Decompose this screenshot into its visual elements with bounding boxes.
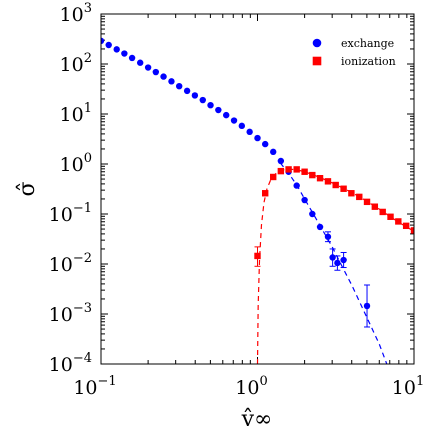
exchange-point xyxy=(238,122,246,130)
y-tick-label: 103 xyxy=(60,1,92,26)
y-tick-label: 10−2 xyxy=(49,251,92,276)
ionization-point xyxy=(332,181,339,189)
exchange-point xyxy=(340,256,347,264)
exchange-point xyxy=(121,50,128,57)
ionization-point xyxy=(371,203,379,210)
y-tick-label: 10−4 xyxy=(49,351,92,376)
exchange-point xyxy=(309,210,316,218)
ionization-fit-line xyxy=(256,168,414,364)
ionization-point xyxy=(410,227,414,234)
ionization-point xyxy=(324,178,332,185)
ionization-point xyxy=(262,190,269,197)
exchange-point xyxy=(183,87,191,95)
ionization-point xyxy=(363,198,371,206)
legend: exchange ionization xyxy=(312,37,396,68)
exchange-point xyxy=(113,46,120,53)
y-axis-label: σ̂ xyxy=(15,181,40,196)
ionization-point xyxy=(402,222,410,230)
exchange-point xyxy=(128,54,136,62)
data-markers xyxy=(101,37,414,328)
exchange-point xyxy=(176,82,183,90)
plot-frame xyxy=(100,13,415,365)
legend-marker-exchange xyxy=(312,38,322,48)
x-tick-label: 10−1 xyxy=(73,374,116,399)
ionization-point xyxy=(285,166,292,173)
ionization-point xyxy=(293,166,300,173)
exchange-point xyxy=(199,96,206,104)
legend-label-exchange: exchange xyxy=(341,37,394,50)
ionization-point xyxy=(395,218,402,225)
exchange-point xyxy=(363,302,371,310)
ionization-point xyxy=(301,168,308,175)
y-tick-label: 100 xyxy=(60,151,92,176)
exchange-point xyxy=(136,59,144,66)
exchange-point xyxy=(277,157,285,165)
ionization-point xyxy=(254,252,261,260)
ionization-point xyxy=(379,208,386,216)
legend-marker-ionization xyxy=(312,56,322,66)
ionization-point xyxy=(348,190,355,197)
exchange-point xyxy=(152,68,160,76)
exchange-point xyxy=(329,254,336,261)
exchange-point xyxy=(160,73,167,80)
exchange-point xyxy=(316,223,324,231)
exchange-point xyxy=(191,92,199,99)
y-tick-label: 102 xyxy=(60,51,92,76)
exchange-fit-line xyxy=(279,162,388,364)
exchange-point xyxy=(293,182,300,189)
exchange-point xyxy=(246,128,253,136)
ionization-point xyxy=(387,213,394,220)
y-tick-label: 101 xyxy=(60,101,92,126)
exchange-point xyxy=(105,41,112,49)
x-tick-label: 100 xyxy=(235,374,267,399)
exchange-point xyxy=(215,106,222,114)
x-axis-label: v̂∞ xyxy=(241,407,273,432)
exchange-point xyxy=(144,64,152,71)
exchange-point xyxy=(223,111,230,119)
exchange-point xyxy=(334,259,341,267)
legend-label-ionization: ionization xyxy=(341,55,396,68)
ionization-point xyxy=(316,174,324,182)
exchange-point xyxy=(270,148,277,156)
y-tick-label: 10−3 xyxy=(49,301,92,326)
ionization-point xyxy=(309,171,316,179)
exchange-point xyxy=(262,140,269,148)
ionization-point xyxy=(340,185,347,192)
exchange-point xyxy=(301,196,308,204)
exchange-point xyxy=(254,134,261,142)
ionization-point xyxy=(270,173,277,181)
y-tick-label: 10−1 xyxy=(49,201,92,226)
exchange-point xyxy=(101,37,105,45)
tick-labels: 10−1 100 101 10−4 10−3 10−2 10−1 100 101 102 103 xyxy=(49,1,425,399)
exchange-point xyxy=(207,101,214,109)
exchange-point xyxy=(324,233,332,240)
x-tick-label: 101 xyxy=(392,374,424,399)
ionization-point xyxy=(277,167,285,175)
exchange-point xyxy=(168,78,175,85)
exchange-point xyxy=(230,117,238,124)
ionization-point xyxy=(356,193,363,201)
